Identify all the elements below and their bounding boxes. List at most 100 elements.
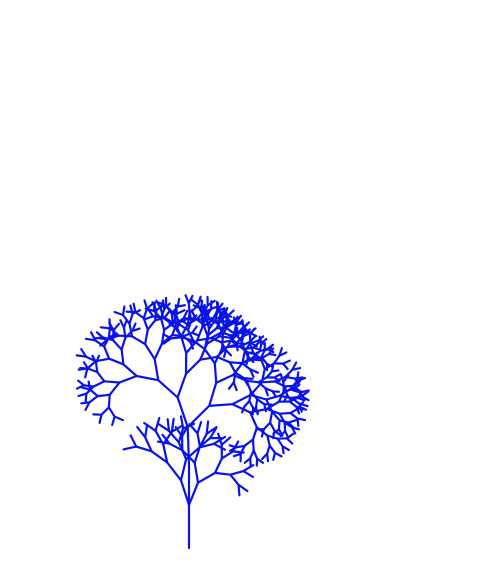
tree-branch xyxy=(186,319,193,332)
tree-branch xyxy=(202,305,207,316)
tree-branch xyxy=(196,421,203,435)
tree-branch xyxy=(153,342,164,361)
tree-branch xyxy=(100,406,111,416)
tree-branch xyxy=(260,338,268,345)
tree-branch xyxy=(206,327,218,337)
tree-branch xyxy=(281,445,285,455)
tree-branch xyxy=(208,403,234,407)
tree-branch xyxy=(254,398,259,409)
tree-branch xyxy=(193,461,200,484)
tree-branch xyxy=(208,427,217,440)
tree-branch xyxy=(162,443,169,464)
tree-branch xyxy=(249,449,255,460)
tree-branch xyxy=(128,312,134,325)
tree-branch xyxy=(176,297,181,308)
tree-branch xyxy=(84,401,91,411)
tree-branch xyxy=(227,381,235,390)
tree-branch xyxy=(285,432,295,440)
tree-branch xyxy=(290,426,297,435)
tree-branch xyxy=(170,417,175,433)
tree-branch xyxy=(258,341,263,353)
tree-branch xyxy=(162,337,173,345)
tree-branch xyxy=(168,442,184,452)
tree-branch xyxy=(249,411,258,429)
tree-branch xyxy=(243,457,252,464)
tree-branch xyxy=(178,323,190,332)
tree-branch xyxy=(249,407,268,414)
tree-branch xyxy=(251,426,258,441)
tree-branch xyxy=(187,481,200,507)
tree-branch xyxy=(77,379,86,387)
tree-branch xyxy=(248,333,252,345)
tree-branch xyxy=(159,317,166,331)
tree-branch xyxy=(103,380,121,384)
tree-branch xyxy=(297,400,305,410)
tree-branch xyxy=(144,328,149,346)
tree-branch xyxy=(283,421,294,429)
tree-branch xyxy=(175,315,181,326)
tree-branch xyxy=(226,309,235,317)
tree-branch xyxy=(221,343,237,350)
tree-branch xyxy=(131,327,141,332)
tree-branch xyxy=(249,339,260,345)
tree-branch xyxy=(242,470,255,479)
tree-branch xyxy=(180,335,188,355)
tree-branch xyxy=(271,410,281,422)
tree-branch xyxy=(240,332,246,343)
tree-branch xyxy=(166,461,183,482)
tree-branch xyxy=(208,381,218,407)
tree-branch xyxy=(77,367,89,371)
tree-branch xyxy=(143,421,157,432)
tree-branch xyxy=(213,471,232,476)
tree-branch xyxy=(95,331,105,339)
tree-branch xyxy=(196,432,201,448)
tree-branch xyxy=(176,396,189,429)
tree-branch xyxy=(221,323,230,336)
tree-branch xyxy=(228,361,244,365)
tree-branch xyxy=(217,313,222,326)
tree-branch xyxy=(92,380,106,388)
tree-branch xyxy=(122,363,138,378)
tree-branch xyxy=(196,325,204,342)
tree-branch xyxy=(277,419,281,431)
tree-branch xyxy=(143,299,149,310)
tree-branch xyxy=(212,442,227,451)
tree-branch xyxy=(152,315,165,319)
tree-branch xyxy=(111,415,116,427)
tree-branch xyxy=(153,358,160,382)
tree-branch xyxy=(229,329,238,336)
tree-branch xyxy=(261,352,271,360)
tree-branch xyxy=(281,359,291,365)
tree-branch xyxy=(263,346,273,352)
tree-branch xyxy=(217,322,224,336)
tree-branch xyxy=(243,438,255,447)
tree-branch xyxy=(260,367,266,384)
tree-branch xyxy=(300,395,310,402)
tree-branch xyxy=(188,423,199,435)
tree-branch xyxy=(243,399,251,408)
tree-branch xyxy=(191,331,201,337)
tree-branch xyxy=(154,417,161,432)
tree-branch xyxy=(99,326,112,330)
tree-branch xyxy=(242,464,255,473)
tree-branch xyxy=(270,369,280,373)
tree-branch xyxy=(98,413,103,424)
tree-branch xyxy=(143,315,155,321)
tree-branch xyxy=(135,445,153,453)
tree-branch xyxy=(231,403,252,414)
tree-branch xyxy=(218,335,232,339)
tree-branch xyxy=(170,336,183,340)
tree-branch xyxy=(214,308,219,321)
tree-branch xyxy=(269,421,276,432)
tree-branch xyxy=(213,457,223,474)
tree-branch xyxy=(122,445,138,451)
tree-branch xyxy=(213,347,224,365)
tree-branch xyxy=(249,393,268,401)
tree-branch xyxy=(88,388,99,398)
tree-branch xyxy=(220,450,235,460)
tree-branch xyxy=(232,373,248,382)
tree-branch xyxy=(241,356,254,364)
tree-branch xyxy=(188,305,198,315)
tree-branch xyxy=(112,322,121,332)
